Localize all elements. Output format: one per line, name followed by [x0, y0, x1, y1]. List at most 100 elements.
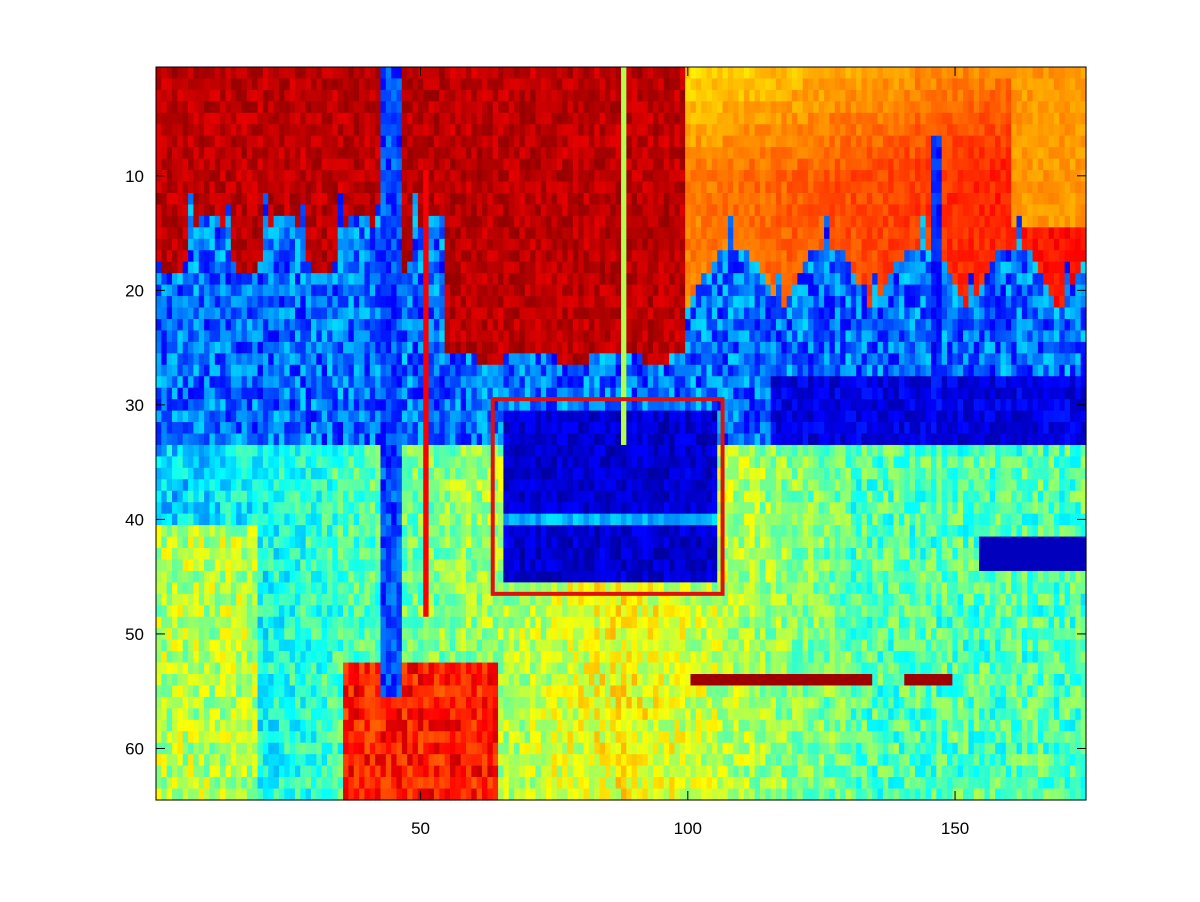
heatmap-cell [813, 135, 820, 148]
heatmap-cell [909, 296, 916, 309]
heatmap-cell [471, 330, 478, 343]
heatmap-cell [786, 364, 793, 377]
heatmap-cell [268, 192, 275, 206]
heatmap-cell [743, 135, 750, 148]
heatmap-cell [572, 124, 579, 137]
heatmap-cell [722, 273, 729, 286]
heatmap-cell [433, 330, 440, 343]
heatmap-cell [193, 67, 200, 80]
heatmap-cell [546, 89, 553, 102]
heatmap-cell [225, 215, 232, 228]
heatmap-cell [1021, 250, 1028, 263]
heatmap-cell [834, 204, 841, 217]
heatmap-cell [182, 227, 189, 240]
heatmap-cell [583, 101, 590, 114]
heatmap-cell [615, 296, 622, 309]
heatmap-cell [834, 215, 841, 228]
heatmap-cell [834, 192, 841, 206]
heatmap-cell [1064, 250, 1071, 263]
heatmap-cell [332, 387, 339, 400]
heatmap-cell [856, 376, 863, 389]
heatmap-cell [727, 192, 734, 206]
heatmap-cell [257, 101, 264, 114]
heatmap-cell [834, 273, 841, 286]
heatmap-cell [717, 387, 724, 400]
heatmap-cell [995, 124, 1002, 137]
heatmap-cell [759, 341, 766, 354]
heatmap-cell [1053, 170, 1060, 183]
heatmap-cell [695, 250, 702, 263]
heatmap-cell [364, 318, 371, 332]
heatmap-cell [1080, 124, 1087, 137]
heatmap-cell [268, 181, 275, 194]
heatmap-cell [188, 330, 195, 343]
heatmap-cell [252, 78, 259, 91]
heatmap-cell [802, 89, 809, 102]
heatmap-cell [914, 261, 921, 274]
heatmap-cell [1021, 376, 1028, 389]
heatmap-cell [776, 307, 782, 320]
heatmap-cell [337, 89, 344, 102]
heatmap-cell [439, 387, 446, 400]
heatmap-cell [690, 78, 697, 91]
heatmap-cell [642, 101, 649, 114]
heatmap-cell [482, 124, 488, 137]
heatmap-cell [685, 273, 692, 286]
heatmap-cell [963, 330, 970, 343]
heatmap-cell [866, 101, 873, 114]
heatmap-cell [637, 158, 643, 171]
heatmap-cell [604, 135, 611, 148]
heatmap-cell [824, 364, 831, 377]
heatmap-cell [492, 89, 499, 102]
heatmap-cell [476, 227, 483, 240]
heatmap-cell [156, 341, 162, 354]
heatmap-cell [898, 238, 905, 251]
heatmap-cell [941, 273, 948, 286]
heatmap-cell [861, 273, 868, 286]
heatmap-cell [359, 215, 366, 228]
heatmap-cell [375, 170, 382, 183]
heatmap-cell [588, 273, 595, 286]
heatmap-cell [669, 341, 676, 354]
heatmap-cell [535, 273, 542, 286]
heatmap-cell [968, 273, 975, 286]
heatmap-cell [498, 227, 505, 240]
heatmap-cell [428, 261, 435, 274]
heatmap-cell [781, 238, 788, 251]
heatmap-cell [246, 330, 253, 343]
heatmap-cell [786, 147, 793, 160]
heatmap-cell [738, 387, 745, 400]
heatmap-cell [1059, 101, 1066, 114]
heatmap-cell [359, 89, 366, 102]
heatmap-cell [594, 307, 601, 320]
heatmap-cell [733, 204, 740, 217]
heatmap-cell [1000, 181, 1007, 194]
heatmap-cell [433, 284, 440, 297]
heatmap-cell [364, 307, 371, 320]
heatmap-cell [909, 158, 916, 171]
heatmap-cell [161, 67, 168, 80]
heatmap-cell [765, 170, 772, 183]
heatmap-cell [428, 215, 435, 228]
heatmap-cell [332, 261, 339, 274]
heatmap-cell [749, 376, 756, 389]
heatmap-cell [765, 318, 772, 332]
heatmap-cell [466, 227, 472, 240]
heatmap-cell [359, 158, 366, 171]
heatmap-cell [781, 112, 788, 125]
heatmap-cell [391, 261, 398, 274]
heatmap-cell [658, 238, 665, 251]
heatmap-cell [460, 227, 467, 240]
heatmap-cell [311, 376, 317, 389]
heatmap-cell [1000, 376, 1007, 389]
heatmap-cell [225, 147, 232, 160]
heatmap-cell [246, 89, 253, 102]
heatmap-cell [359, 387, 366, 400]
heatmap-cell [722, 296, 729, 309]
heatmap-cell [466, 147, 472, 160]
heatmap-cell [369, 192, 376, 206]
heatmap-cell [476, 192, 483, 206]
heatmap-cell [343, 147, 350, 160]
heatmap-cell [861, 67, 868, 80]
